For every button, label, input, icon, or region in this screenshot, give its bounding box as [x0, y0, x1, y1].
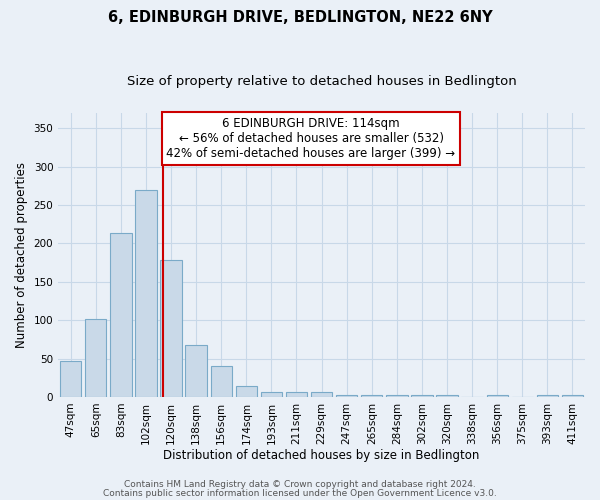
Bar: [261, 392, 282, 397]
Bar: [411, 394, 433, 397]
Bar: [236, 386, 257, 397]
Bar: [311, 392, 332, 397]
Bar: [211, 366, 232, 397]
Bar: [386, 396, 407, 397]
Bar: [110, 232, 131, 397]
Text: Contains public sector information licensed under the Open Government Licence v3: Contains public sector information licen…: [103, 488, 497, 498]
Bar: [286, 392, 307, 397]
Bar: [60, 361, 82, 397]
Text: Contains HM Land Registry data © Crown copyright and database right 2024.: Contains HM Land Registry data © Crown c…: [124, 480, 476, 489]
Bar: [436, 396, 458, 397]
Y-axis label: Number of detached properties: Number of detached properties: [15, 162, 28, 348]
Bar: [487, 396, 508, 397]
Bar: [136, 190, 157, 397]
Bar: [160, 260, 182, 397]
Bar: [562, 396, 583, 397]
Bar: [537, 394, 558, 397]
Text: 6, EDINBURGH DRIVE, BEDLINGTON, NE22 6NY: 6, EDINBURGH DRIVE, BEDLINGTON, NE22 6NY: [107, 10, 493, 25]
Bar: [336, 394, 358, 397]
Bar: [185, 346, 207, 397]
X-axis label: Distribution of detached houses by size in Bedlington: Distribution of detached houses by size …: [163, 450, 480, 462]
Bar: [361, 394, 382, 397]
Title: Size of property relative to detached houses in Bedlington: Size of property relative to detached ho…: [127, 75, 517, 88]
Text: 6 EDINBURGH DRIVE: 114sqm
← 56% of detached houses are smaller (532)
42% of semi: 6 EDINBURGH DRIVE: 114sqm ← 56% of detac…: [166, 117, 455, 160]
Bar: [85, 320, 106, 397]
